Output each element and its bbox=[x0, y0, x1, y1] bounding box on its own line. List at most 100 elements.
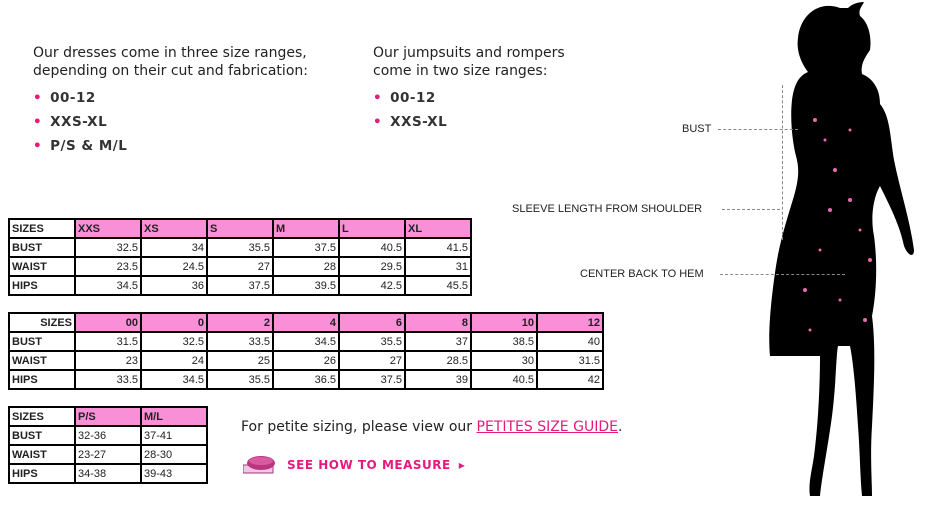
table-cell: 41.5 bbox=[404, 237, 472, 258]
table-cell: 35.5 bbox=[206, 237, 274, 258]
bust-guide bbox=[718, 129, 798, 130]
table-cell: 32.5 bbox=[74, 237, 142, 258]
header-cell: 6 bbox=[338, 312, 406, 333]
table-row: BUST 32-36 37-41 bbox=[8, 425, 208, 446]
table-header-row: SIZES 00 0 2 4 6 8 10 12 bbox=[8, 312, 604, 333]
table-cell: 39 bbox=[404, 369, 472, 390]
header-cell: 0 bbox=[140, 312, 208, 333]
table-row: HIPS 34-38 39-43 bbox=[8, 463, 208, 484]
size-table-letters: SIZES XXS XS S M L XL BUST 32.5 34 35.5 37.5 40.5 41.… bbox=[8, 218, 472, 296]
table-cell: 24 bbox=[140, 350, 208, 371]
header-cell: 00 bbox=[74, 312, 142, 333]
table-cell: 39-43 bbox=[140, 463, 208, 484]
header-cell: 2 bbox=[206, 312, 274, 333]
table-cell: 24.5 bbox=[140, 256, 208, 277]
sleeve-label: SLEEVE LENGTH FROM SHOULDER bbox=[512, 203, 703, 215]
header-cell: SIZES bbox=[8, 406, 76, 427]
table-cell: 35.5 bbox=[338, 331, 406, 352]
table-cell: 29.5 bbox=[338, 256, 406, 277]
header-cell: SIZES bbox=[8, 218, 76, 239]
table-cell: 39.5 bbox=[272, 275, 340, 296]
table-cell: 37.5 bbox=[206, 275, 274, 296]
range-item: P/S & M/L bbox=[33, 134, 333, 158]
hem-label: CENTER BACK TO HEM bbox=[580, 268, 704, 280]
table-cell: 42.5 bbox=[338, 275, 406, 296]
table-cell: 33.5 bbox=[206, 331, 274, 352]
table-cell: HIPS bbox=[8, 275, 76, 296]
table-cell: 35.5 bbox=[206, 369, 274, 390]
table-cell: 37-41 bbox=[140, 425, 208, 446]
table-cell: 40 bbox=[536, 331, 604, 352]
dresses-info: Our dresses come in three size ranges, d… bbox=[33, 44, 333, 158]
table-cell: WAIST bbox=[8, 256, 76, 277]
range-item: XXS-XL bbox=[373, 110, 603, 134]
table-cell: 27 bbox=[206, 256, 274, 277]
size-table-numeric: SIZES 00 0 2 4 6 8 10 12 BUST 31.5 32.5 33.5 34.5 35.5… bbox=[8, 312, 604, 390]
petites-size-guide-link[interactable]: PETITES SIZE GUIDE bbox=[476, 419, 618, 435]
table-cell: 34.5 bbox=[272, 331, 340, 352]
table-cell: 31.5 bbox=[536, 350, 604, 371]
table-cell: 32-36 bbox=[74, 425, 142, 446]
table-row: BUST 32.5 34 35.5 37.5 40.5 41.5 bbox=[8, 237, 472, 258]
table-cell: 42 bbox=[536, 369, 604, 390]
hem-guide bbox=[720, 274, 845, 275]
table-cell: 37 bbox=[404, 331, 472, 352]
range-item: 00-12 bbox=[373, 86, 603, 110]
table-cell: 31 bbox=[404, 256, 472, 277]
table-cell: 45.5 bbox=[404, 275, 472, 296]
table-row: WAIST 23 24 25 26 27 28.5 30 31.5 bbox=[8, 350, 604, 371]
table-cell: 36.5 bbox=[272, 369, 340, 390]
table-cell: 23 bbox=[74, 350, 142, 371]
table-row: WAIST 23.5 24.5 27 28 29.5 31 bbox=[8, 256, 472, 277]
header-cell: XS bbox=[140, 218, 208, 239]
table-cell: HIPS bbox=[8, 463, 76, 484]
table-cell: 23-27 bbox=[74, 444, 142, 465]
table-cell: BUST bbox=[8, 425, 76, 446]
table-cell: 28.5 bbox=[404, 350, 472, 371]
table-cell: WAIST bbox=[8, 444, 76, 465]
table-header-row: SIZES P/S M/L bbox=[8, 406, 208, 427]
sleeve-guide bbox=[722, 209, 780, 210]
header-cell: M/L bbox=[140, 406, 208, 427]
range-item: 00-12 bbox=[33, 86, 333, 110]
caret-right-icon: ▸ bbox=[458, 458, 466, 472]
header-cell: XL bbox=[404, 218, 472, 239]
header-cell: 10 bbox=[470, 312, 538, 333]
table-row: HIPS 34.5 36 37.5 39.5 42.5 45.5 bbox=[8, 275, 472, 296]
table-row: BUST 31.5 32.5 33.5 34.5 35.5 37 38.5 40 bbox=[8, 331, 604, 352]
sleeve-vertical-guide bbox=[782, 85, 783, 240]
header-cell: SIZES bbox=[8, 312, 76, 333]
header-cell: P/S bbox=[74, 406, 142, 427]
table-cell: 32.5 bbox=[140, 331, 208, 352]
table-row: HIPS 33.5 34.5 35.5 36.5 37.5 39 40.5 42 bbox=[8, 369, 604, 390]
table-cell: 36 bbox=[140, 275, 208, 296]
petite-note: For petite sizing, please view our PETIT… bbox=[241, 419, 622, 435]
petite-end: . bbox=[617, 419, 623, 435]
table-row: WAIST 23-27 28-30 bbox=[8, 444, 208, 465]
header-cell: 12 bbox=[536, 312, 604, 333]
table-cell: 28-30 bbox=[140, 444, 208, 465]
see-how-to-measure-link[interactable]: SEE HOW TO MEASURE ▸ bbox=[243, 455, 465, 475]
tape-measure-icon bbox=[243, 456, 275, 474]
header-cell: XXS bbox=[74, 218, 142, 239]
table-cell: 27 bbox=[338, 350, 406, 371]
size-table-petite: SIZES P/S M/L BUST 32-36 37-41 WAIST 23-27 28-30… bbox=[8, 406, 208, 484]
table-cell: 34.5 bbox=[74, 275, 142, 296]
table-cell: 34 bbox=[140, 237, 208, 258]
table-cell: 25 bbox=[206, 350, 274, 371]
table-cell: WAIST bbox=[8, 350, 76, 371]
dresses-intro: Our dresses come in three size ranges, d… bbox=[33, 45, 308, 79]
table-cell: 26 bbox=[272, 350, 340, 371]
sequin-dots bbox=[803, 118, 872, 332]
jumpsuits-intro: Our jumpsuits and rompers come in two si… bbox=[373, 45, 565, 79]
range-item: XXS-XL bbox=[33, 110, 333, 134]
table-cell: 30 bbox=[470, 350, 538, 371]
table-cell: 28 bbox=[272, 256, 340, 277]
petite-text: For petite sizing, please view our bbox=[241, 419, 477, 435]
bust-label: BUST bbox=[682, 123, 712, 135]
table-cell: 34.5 bbox=[140, 369, 208, 390]
table-cell: 34-38 bbox=[74, 463, 142, 484]
dress-silhouette bbox=[769, 2, 914, 496]
header-cell: 4 bbox=[272, 312, 340, 333]
table-cell: 40.5 bbox=[470, 369, 538, 390]
